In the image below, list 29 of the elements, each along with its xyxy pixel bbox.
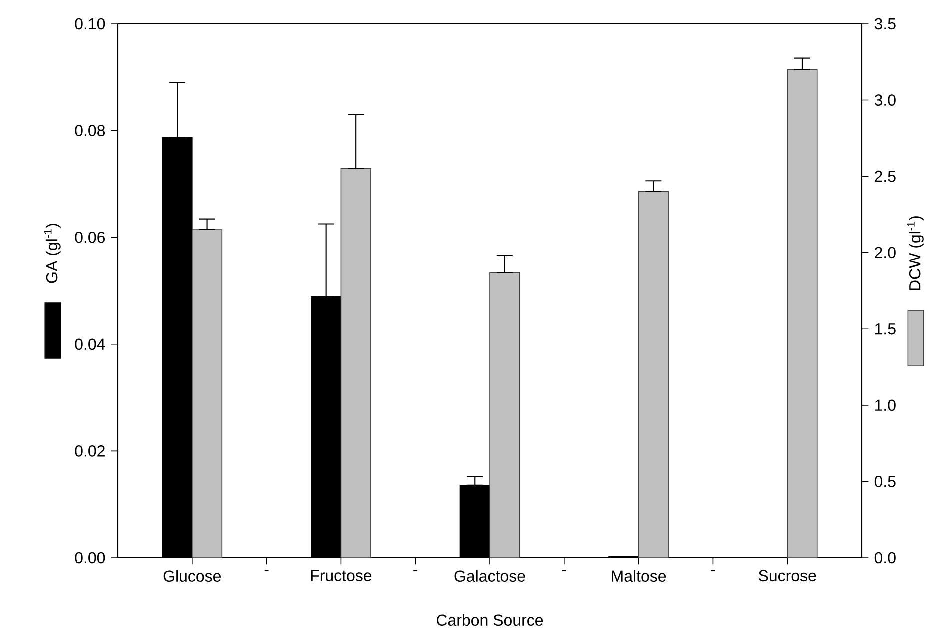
y-tick-label: 0.08 bbox=[75, 125, 106, 136]
x-tick-label: - bbox=[264, 570, 269, 572]
x-tick-label: - bbox=[562, 570, 566, 572]
bar bbox=[787, 69, 818, 558]
x-tick-label: Fructose bbox=[311, 570, 372, 582]
y-tick-label: 0.06 bbox=[75, 232, 106, 244]
y-axis-title: GA (gl$^{-1}$) bbox=[44, 224, 61, 284]
y-tick-label: 0.00 bbox=[75, 552, 106, 564]
x-tick-label: Maltose bbox=[612, 570, 666, 582]
y2-tick-label: 3.0 bbox=[874, 94, 896, 106]
x-axis-title: Carbon Source bbox=[437, 614, 544, 626]
x-tick-label: Galactose bbox=[454, 570, 526, 582]
y2-tick-label: 0.0 bbox=[874, 552, 896, 564]
bar bbox=[490, 272, 520, 558]
y2-tick-label: 1.5 bbox=[875, 324, 896, 335]
y2-tick-label: 0.5 bbox=[874, 476, 896, 488]
y2-tick-label: 3.5 bbox=[874, 18, 896, 30]
y-tick-label: 0.10 bbox=[75, 18, 106, 30]
y-tick-label: 0.02 bbox=[75, 446, 105, 457]
y2-tick-label: 2.5 bbox=[875, 170, 896, 182]
y2-tick-label: 2.0 bbox=[875, 247, 896, 259]
x-tick-label: - bbox=[414, 570, 418, 572]
x-tick-label: Sucrose bbox=[758, 570, 816, 582]
x-tick-label: - bbox=[711, 570, 716, 572]
bar bbox=[638, 191, 669, 558]
y2-axis-title: DCW (gl$^{-1}$) bbox=[907, 216, 924, 290]
x-tick-label: Glucose bbox=[164, 570, 222, 582]
y-tick-label: 0.04 bbox=[75, 338, 106, 350]
y2-tick-label: 1.0 bbox=[875, 400, 896, 412]
